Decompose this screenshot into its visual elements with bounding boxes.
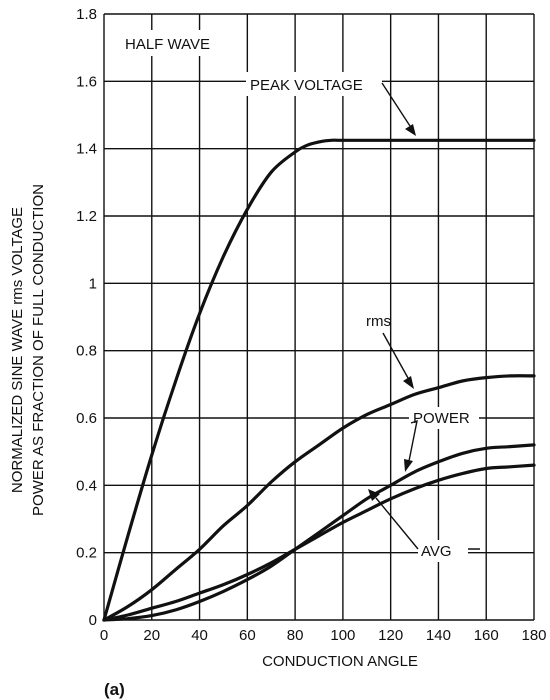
annotation-avg-arrowhead <box>368 489 380 501</box>
x-tick-label: 100 <box>330 627 355 644</box>
x-tick-label: 160 <box>474 627 499 644</box>
inset-label-bg <box>120 30 230 56</box>
y-tick-label: 1.6 <box>76 73 97 90</box>
annotation-power-leader <box>408 419 418 462</box>
y-tick-label: 0.8 <box>76 343 97 360</box>
annotation-avg-label: AVG <box>421 543 452 560</box>
annotation-rms-label: rms <box>366 313 391 330</box>
x-tick-label: 20 <box>143 627 160 644</box>
xlabel: CONDUCTION ANGLE <box>262 653 418 670</box>
annotation-power-arrowhead <box>404 459 413 472</box>
y-tick-label: 0.6 <box>76 410 97 427</box>
y-tick-label: 0 <box>89 612 97 629</box>
annotation-power: POWER <box>404 407 479 472</box>
ylabel-line-2: POWER AS FRACTION OF FULL CONDUCTION <box>30 184 47 516</box>
panel-label: (a) <box>104 680 125 699</box>
annotation-peak-voltage-label: PEAK VOLTAGE <box>250 77 363 94</box>
y-tick-label: 1.8 <box>76 6 97 23</box>
y-tick-label: 1.2 <box>76 208 97 225</box>
annotation-rms-arrowhead <box>403 376 414 389</box>
x-tick-label: 40 <box>191 627 208 644</box>
annotation-peak-voltage-leader <box>381 82 411 127</box>
annotation-avg: AVG <box>368 489 480 562</box>
series-line-avg <box>102 463 536 622</box>
y-tick-label: 0.2 <box>76 545 97 562</box>
annotation-rms-leader <box>382 332 409 379</box>
series-layer <box>102 138 536 622</box>
annotation-avg-leader <box>375 497 480 550</box>
annotation-avg-bg <box>418 540 468 562</box>
annotation-peak-voltage-arrowhead <box>405 124 416 136</box>
y-tick-label: 1 <box>89 275 97 292</box>
series-line-rms <box>102 374 536 622</box>
x-tick-label: 0 <box>100 627 108 644</box>
series-line-peak-voltage <box>102 138 536 622</box>
y-tick-label: 0.4 <box>76 477 97 494</box>
y-tick-label: 1.4 <box>76 141 97 158</box>
tick-labels: 0 20 40 60 80 100 120 140 160 180 0 0.2 0.4 0.6 0.8 1 1.… <box>76 6 546 644</box>
annotation-power-label: POWER <box>413 410 470 427</box>
inset-label: HALF WAVE <box>125 36 210 53</box>
grid <box>103 13 535 621</box>
x-tick-label: 180 <box>521 627 546 644</box>
series-line-power <box>102 443 536 622</box>
x-tick-label: 60 <box>239 627 256 644</box>
annotation-peak-voltage-bg <box>246 72 382 96</box>
annotation-rms: rms <box>366 313 414 389</box>
annotation-peak-voltage: PEAK VOLTAGE <box>246 72 416 136</box>
annotation-power-bg <box>409 407 479 429</box>
x-tick-label: 80 <box>287 627 304 644</box>
ylabel-line-1: NORMALIZED SINE WAVE rms VOLTAGE <box>9 207 26 493</box>
x-tick-label: 140 <box>426 627 451 644</box>
x-tick-label: 120 <box>378 627 403 644</box>
